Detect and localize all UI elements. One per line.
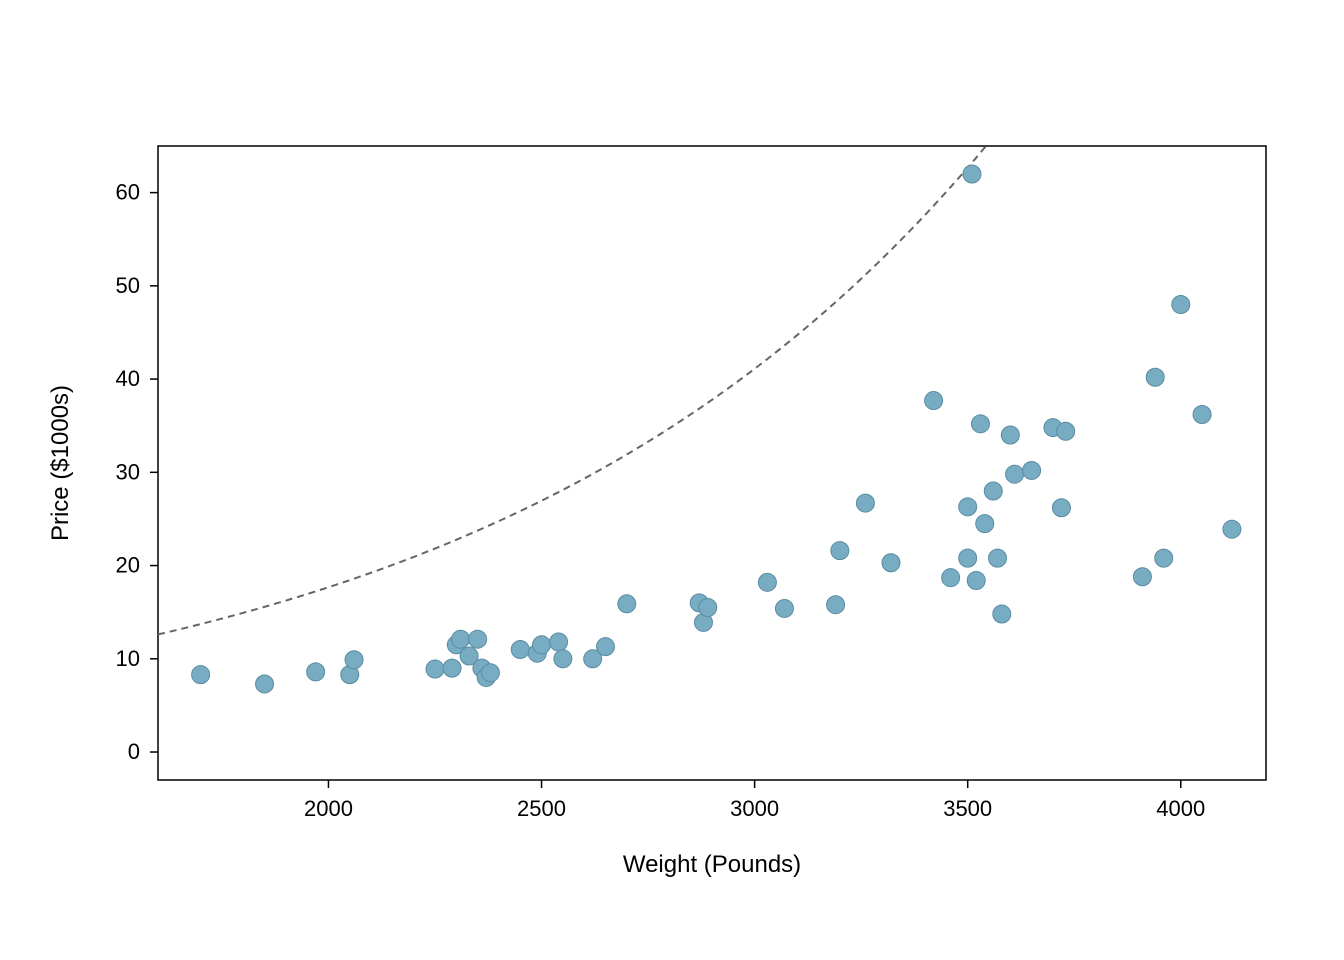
data-point [827,596,845,614]
data-point [1057,422,1075,440]
data-point [345,651,363,669]
data-point [554,650,572,668]
data-point [882,554,900,572]
data-point [533,636,551,654]
data-point [989,549,1007,567]
data-point [976,515,994,533]
y-tick-label: 20 [116,553,140,578]
data-point [1155,549,1173,567]
data-point [699,599,717,617]
data-point [443,659,461,677]
data-point [1146,368,1164,386]
scatter-chart: 2000 2500 3000 3500 4000 0 10 20 30 40 50 60 Weight … [0,0,1344,960]
y-tick-label: 30 [116,459,140,484]
data-point [959,498,977,516]
y-tick-label: 60 [116,180,140,205]
data-point [307,663,325,681]
data-point [925,392,943,410]
data-point [775,599,793,617]
y-axis-label: Price ($1000s) [47,385,74,541]
data-point [1193,406,1211,424]
chart-svg: 2000 2500 3000 3500 4000 0 10 20 30 40 50 60 Weight … [0,0,1344,960]
data-point [452,630,470,648]
x-tick-label: 3000 [730,796,779,821]
data-point [856,494,874,512]
data-point [1001,426,1019,444]
data-point [481,664,499,682]
data-point [256,675,274,693]
data-point [971,415,989,433]
data-point [1052,499,1070,517]
x-tick-label: 4000 [1156,796,1205,821]
x-tick-label: 2500 [517,796,566,821]
data-point [959,549,977,567]
y-tick-label: 40 [116,366,140,391]
data-point [942,569,960,587]
data-point [618,595,636,613]
data-point [1172,296,1190,314]
y-tick-label: 50 [116,273,140,298]
data-point [1133,568,1151,586]
x-tick-label: 2000 [304,796,353,821]
data-point [993,605,1011,623]
data-point [192,666,210,684]
data-point [984,482,1002,500]
data-point [511,640,529,658]
y-tick-label: 10 [116,646,140,671]
x-axis-label: Weight (Pounds) [623,851,801,878]
data-point [1223,520,1241,538]
data-point [758,573,776,591]
y-tick-label: 0 [128,739,140,764]
data-point [596,638,614,656]
data-point [426,660,444,678]
data-point [469,630,487,648]
data-point [967,571,985,589]
data-point [831,542,849,560]
data-point [963,165,981,183]
data-point [1006,465,1024,483]
x-tick-label: 3500 [943,796,992,821]
data-point [1023,461,1041,479]
data-point [550,633,568,651]
